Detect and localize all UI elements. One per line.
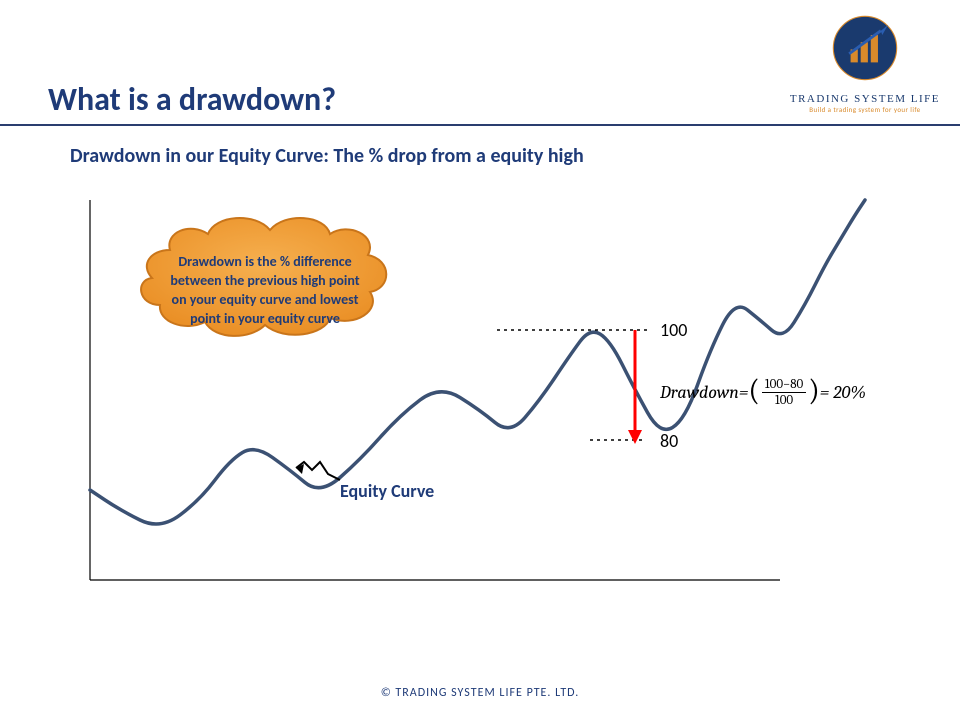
logo-icon: [829, 12, 901, 84]
logo: TRADING SYSTEM LIFE Build a trading syst…: [790, 12, 940, 114]
drawdown-formula: Drawdown = ( 100−80 100 ) = 20%: [660, 375, 866, 410]
value-label-80: 80: [660, 430, 678, 452]
subtitle: Drawdown in our Equity Curve: The % drop…: [70, 144, 584, 168]
footer-copyright: © TRADING SYSTEM LIFE PTE. LTD.: [0, 686, 960, 700]
equity-curve-label: Equity Curve: [340, 480, 434, 502]
value-label-100: 100: [660, 319, 687, 341]
formula-numerator: 100−80: [762, 377, 806, 393]
formula-fraction: 100−80 100: [762, 377, 806, 408]
title-rule: [0, 124, 960, 126]
formula-result: = 20%: [820, 382, 866, 403]
page-title: What is a drawdown?: [48, 80, 336, 119]
left-paren: (: [748, 373, 759, 408]
formula-eq1: =: [739, 382, 749, 403]
formula-lhs: Drawdown: [660, 382, 739, 403]
logo-tagline: Build a trading system for your life: [790, 105, 940, 114]
callout-text: Drawdown is the % difference between the…: [150, 225, 380, 357]
right-paren: ): [808, 373, 819, 408]
drawdown-arrow-icon: [628, 330, 642, 444]
formula-denominator: 100: [772, 393, 796, 408]
logo-title: TRADING SYSTEM LIFE: [790, 93, 940, 105]
